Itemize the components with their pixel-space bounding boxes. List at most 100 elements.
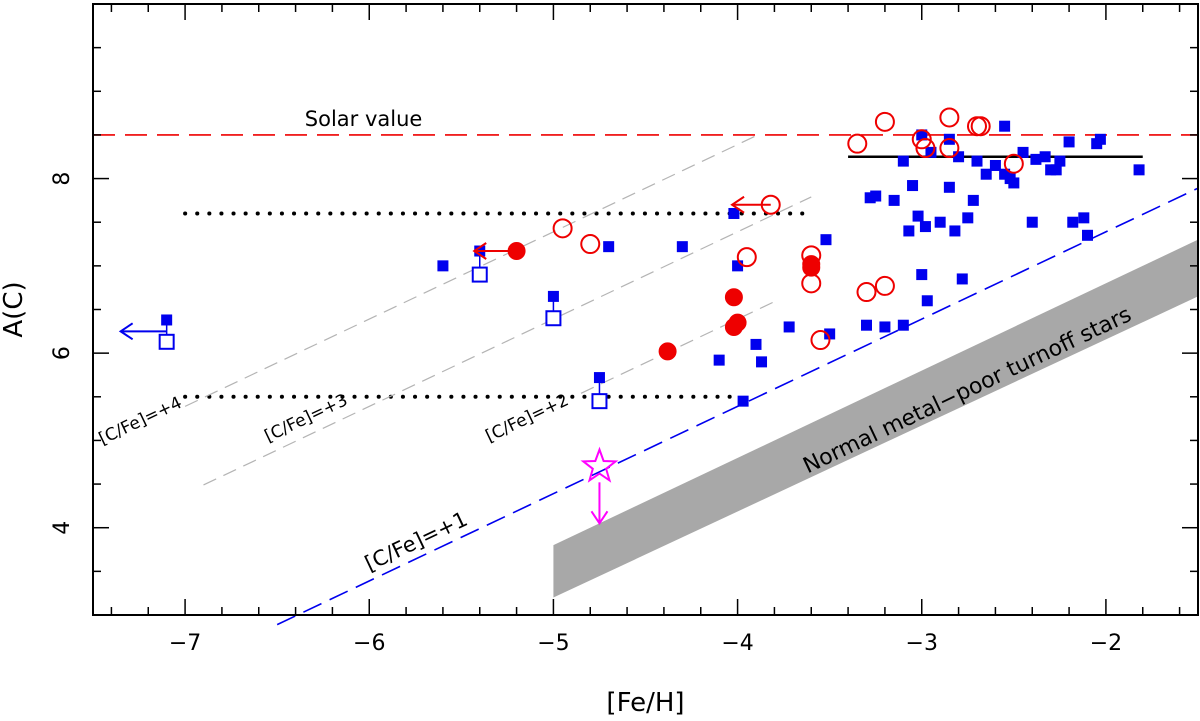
x-tick-label: −3 — [906, 631, 938, 656]
blue-filled-square-10 — [732, 260, 744, 272]
red-open-circle-10 — [874, 275, 895, 296]
red-open-circle-9 — [856, 282, 877, 303]
blue-filled-square-9 — [728, 207, 740, 219]
blue-filled-square-40 — [971, 155, 983, 167]
blue-filled-square-46 — [1017, 146, 1029, 158]
blue-filled-square-6 — [603, 241, 615, 253]
red-filled-circle-7 — [802, 255, 821, 274]
red-open-circle-14 — [939, 107, 960, 128]
blue-filled-square-33 — [943, 181, 955, 193]
blue-filled-square-25 — [907, 180, 919, 192]
y-tick-labels: 4 6 8 — [50, 172, 75, 535]
y-axis-title: A(C) — [0, 281, 29, 337]
blue-filled-square-12 — [750, 338, 762, 350]
blue-filled-square-52 — [1054, 155, 1066, 167]
blue-filled-square-59 — [1133, 164, 1145, 176]
blue-filled-square-24 — [903, 225, 915, 237]
blue-filled-square-51 — [1050, 164, 1062, 176]
blue-filled-square-7 — [676, 241, 688, 253]
x-tick-label: −6 — [353, 631, 385, 656]
blue-filled-square-49 — [1039, 151, 1051, 163]
blue-filled-square-13 — [756, 356, 768, 368]
x-tick-label: −7 — [169, 631, 201, 656]
red-open-circle-13 — [915, 138, 936, 159]
blue-filled-square-5 — [593, 372, 605, 384]
blue-filled-square-32 — [934, 216, 946, 228]
blue-open-square-4 — [591, 393, 608, 410]
blue-filled-square-8 — [713, 354, 725, 366]
cfe-line-2 — [580, 301, 775, 394]
red-open-circle-15 — [939, 138, 960, 159]
blue-filled-square-54 — [1067, 216, 1079, 228]
x-tick-labels: −7 −6 −5 −4 −3 −2 — [169, 631, 1122, 656]
cfe-line-4 — [184, 135, 757, 407]
x-tick-label: −4 — [721, 631, 753, 656]
x-axis-title: [Fe/H] — [606, 688, 684, 718]
red-filled-circle-5 — [728, 313, 747, 332]
blue-filled-square-16 — [824, 328, 836, 340]
cfe4-label: [C/Fe]=+4 — [96, 393, 185, 449]
blue-filled-square-47 — [1026, 216, 1038, 228]
data-points — [158, 107, 1145, 483]
blue-filled-square-60 — [999, 120, 1011, 132]
blue-filled-square-11 — [737, 395, 749, 407]
blue-filled-square-1 — [161, 314, 173, 326]
blue-filled-square-58 — [1094, 133, 1106, 145]
limit-arrow-head-2 — [472, 242, 487, 260]
blue-filled-square-42 — [989, 159, 1001, 171]
red-open-circle-2 — [580, 234, 601, 255]
red-open-circle-12 — [911, 129, 932, 150]
limit-arrow-head-1 — [118, 322, 134, 341]
blue-filled-square-29 — [919, 221, 931, 233]
blue-filled-square-22 — [897, 319, 909, 331]
blue-filled-square-55 — [1078, 212, 1090, 224]
blue-filled-square-43 — [999, 168, 1011, 180]
red-open-circle-11 — [874, 111, 895, 132]
cfe-line-1 — [276, 187, 1199, 626]
blue-filled-square-45 — [1008, 177, 1020, 189]
limit-arrows — [118, 195, 771, 526]
band-label: Normal metal−poor turnoff stars — [799, 302, 1135, 479]
blue-filled-square-30 — [921, 295, 933, 307]
blue-filled-square-31 — [925, 146, 937, 158]
blue-filled-square-56 — [1082, 229, 1093, 241]
blue-filled-square-37 — [956, 273, 968, 285]
cfe-reference-lines — [184, 135, 1199, 626]
blue-filled-square-21 — [888, 194, 900, 206]
red-open-circle-1 — [552, 218, 573, 239]
y-tick-label: 8 — [50, 172, 75, 186]
blue-open-square-2 — [471, 266, 488, 283]
blue-filled-square-39 — [967, 194, 979, 206]
axis-ticks — [93, 3, 1198, 616]
blue-filled-square-50 — [1045, 164, 1057, 176]
blue-filled-square-53 — [1063, 136, 1075, 148]
cfe-line-3 — [203, 196, 812, 486]
red-open-circle-18 — [1003, 153, 1024, 174]
blue-filled-square-35 — [949, 225, 961, 237]
cfe1-label: [C/Fe]=+1 — [361, 507, 471, 576]
y-tick-label: 4 — [50, 521, 75, 535]
red-open-circle-8 — [847, 133, 868, 154]
blue-filled-square-20 — [879, 321, 891, 333]
blue-filled-square-27 — [916, 269, 928, 281]
red-open-circle-7 — [810, 330, 831, 351]
red-filled-circle-2 — [658, 342, 677, 361]
blue-open-square-1 — [158, 333, 175, 350]
blue-filled-square-38 — [962, 212, 974, 224]
blue-filled-square-17 — [861, 319, 872, 331]
blue-filled-square-36 — [953, 151, 965, 163]
blue-filled-square-14 — [783, 321, 795, 333]
blue-filled-square-23 — [897, 155, 909, 167]
metal-poor-band — [553, 239, 1198, 598]
blue-filled-square-48 — [1030, 153, 1042, 165]
x-tick-label: −2 — [1090, 631, 1122, 656]
red-open-circle-3 — [736, 247, 757, 268]
blue-filled-square-28 — [916, 129, 928, 141]
blue-filled-square-26 — [912, 210, 924, 222]
blue-filled-square-2 — [437, 260, 449, 272]
blue-filled-square-41 — [980, 168, 992, 180]
limit-arrow-head-3 — [730, 195, 745, 214]
limit-connectors — [165, 251, 601, 402]
x-tick-label: −5 — [537, 631, 569, 656]
